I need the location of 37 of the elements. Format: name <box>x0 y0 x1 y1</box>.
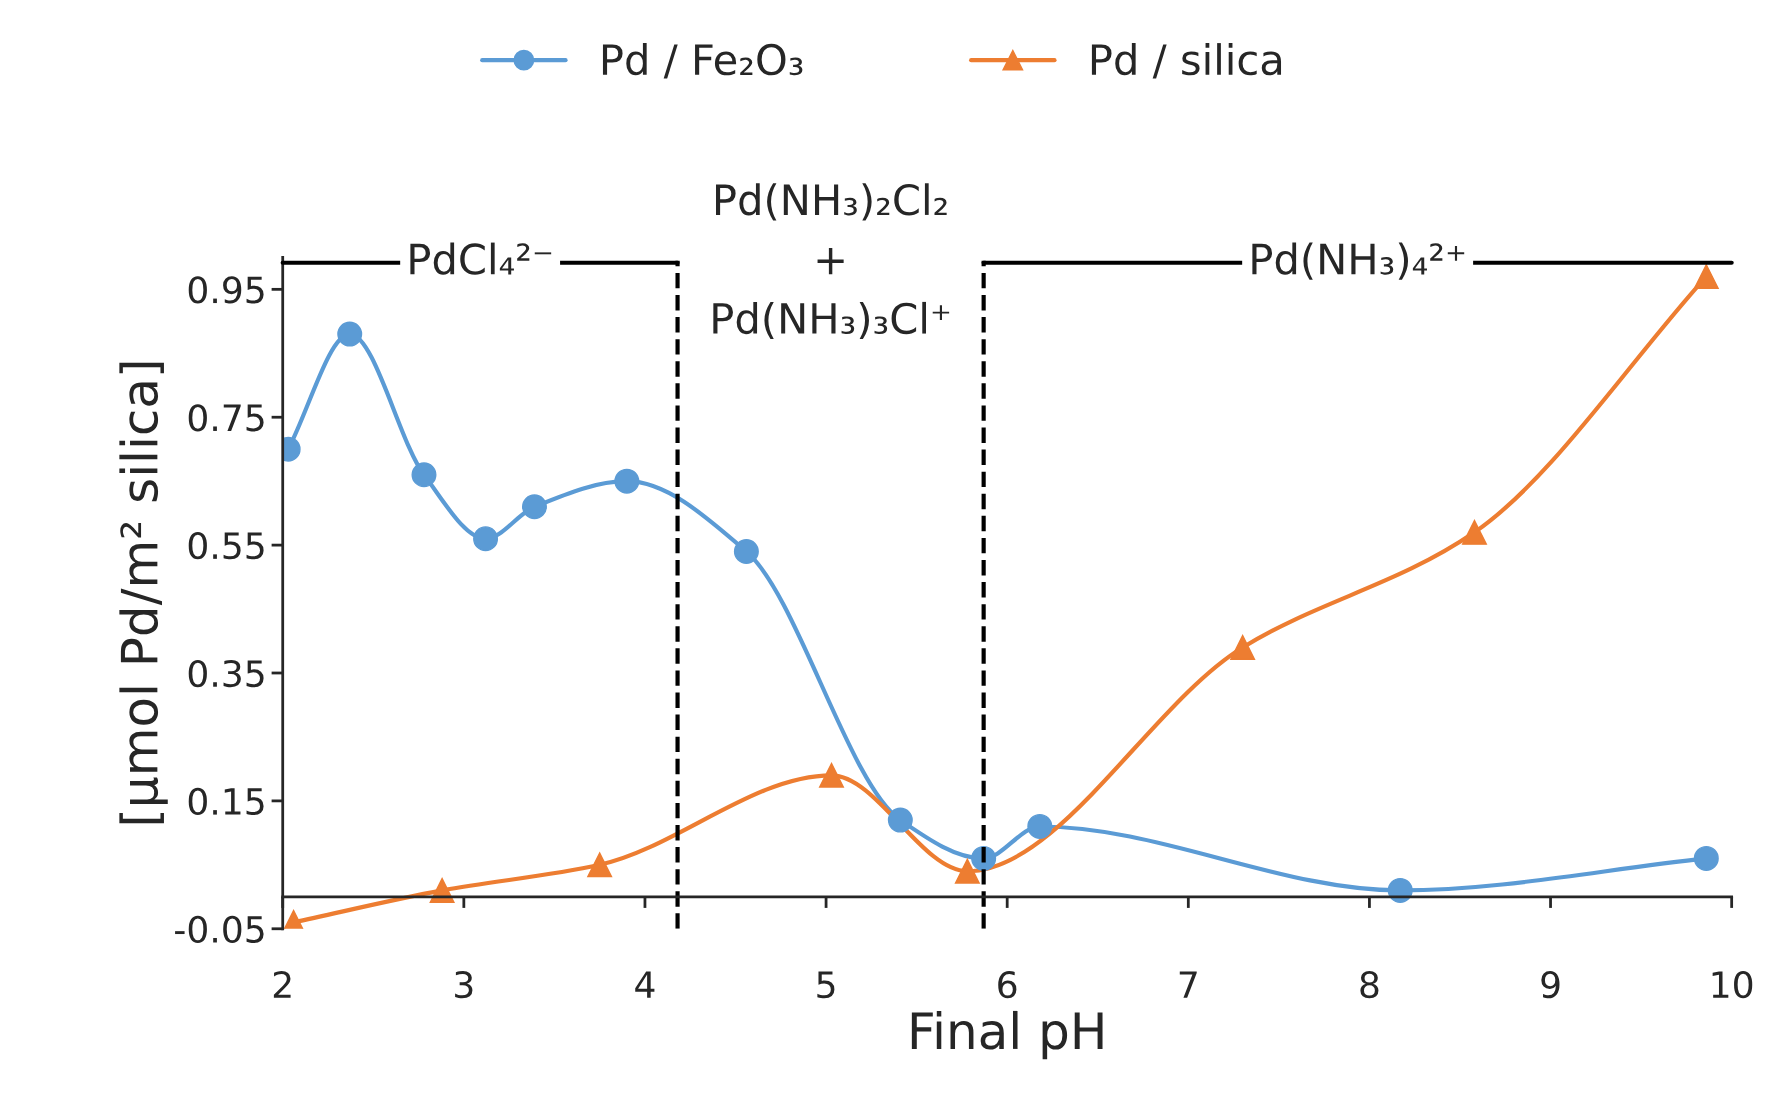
x-tick-label: 6 <box>998 971 1017 999</box>
x-tick-label: 8 <box>1360 971 1379 999</box>
annotation: Pd(NH₃)₄²⁺ <box>1252 242 1465 280</box>
legend-label: Pd / Fe₂O₃ <box>602 43 803 79</box>
point <box>954 858 980 884</box>
y-tick-label: 0.75 <box>188 404 264 432</box>
x-tick-label: 2 <box>273 971 291 998</box>
point <box>614 468 640 494</box>
x-tick-label: 10 <box>1712 971 1753 999</box>
point <box>733 539 759 565</box>
legend-label: Pd / silica <box>1091 43 1282 79</box>
x-tick-label: 9 <box>1541 971 1560 999</box>
y-axis-title: [µmol Pd/m² silica] <box>119 362 168 824</box>
point <box>587 852 613 878</box>
x-tick-label: 5 <box>817 971 835 999</box>
y-tick-label: 0.55 <box>188 532 264 560</box>
point <box>1693 264 1719 290</box>
annotation: PdCl₄²⁻ <box>410 242 552 275</box>
point <box>1461 519 1487 545</box>
point <box>411 462 437 488</box>
point <box>1027 813 1053 839</box>
y-tick-label: 0.35 <box>188 659 264 688</box>
y-tick-label: 0.95 <box>188 276 264 304</box>
point <box>887 807 913 833</box>
x-tick-label: 4 <box>635 971 655 998</box>
x-tick-label: 3 <box>455 971 473 999</box>
y-tick-label: -0.05 <box>175 915 264 943</box>
point <box>473 526 499 552</box>
point <box>1693 845 1719 871</box>
x-tick-label: 7 <box>1179 971 1197 998</box>
point <box>337 321 363 347</box>
x-axis-title: Final pH <box>911 1010 1103 1060</box>
annotation: Pd(NH₃)₂Cl₂ + Pd(NH₃)₃Cl⁺ <box>713 183 950 340</box>
point <box>1230 634 1256 660</box>
y-tick-label: 0.15 <box>188 787 264 816</box>
point <box>521 494 547 520</box>
point <box>819 762 845 788</box>
